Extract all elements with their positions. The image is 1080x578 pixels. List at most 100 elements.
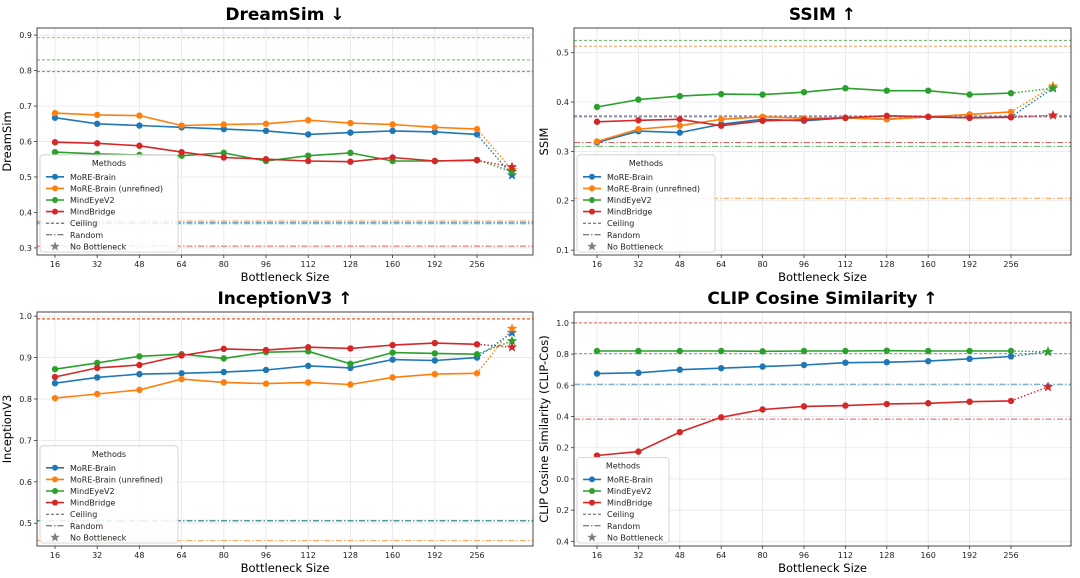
data-point (431, 128, 438, 136)
x-tick-label: 160 (385, 551, 400, 560)
legend-entry: MoRE-Brain (unrefined) (70, 184, 163, 193)
x-tick-label: 112 (301, 260, 316, 269)
plot-frame (573, 27, 1072, 256)
y-tick-label: 0.6 (19, 138, 32, 147)
x-tick-label: 64 (716, 551, 726, 560)
legend-entry: MindEyeV2 (70, 487, 115, 496)
data-point (389, 127, 396, 135)
data-point (389, 341, 396, 349)
data-point (305, 362, 312, 370)
no-bottleneck-connector (1010, 351, 1049, 358)
x-tick-label: 256 (469, 260, 484, 269)
legend-title: Methods (92, 159, 126, 168)
legend-entry: MindEyeV2 (70, 196, 115, 205)
y-tick-label: 0.7 (19, 436, 32, 445)
y-tick-label: 0.0 (556, 475, 569, 484)
x-tick-label: 64 (177, 260, 187, 269)
data-point (136, 122, 143, 129)
data-point (136, 142, 143, 149)
data-point (347, 381, 354, 388)
legend-swatch-marker (52, 499, 58, 506)
legend-entry-ceiling: Ceiling (70, 510, 97, 519)
legend-box (39, 154, 179, 253)
y-axis-label: InceptionV3 (0, 395, 14, 464)
data-point (178, 375, 185, 383)
y-axis-label: CLIP Cosine Similarity (CLIP-Cos) (537, 335, 551, 522)
legend-swatch-marker (589, 197, 595, 203)
data-point (262, 346, 270, 354)
legend: Methods MoRE-Brain MoRE-Brain (unrefined) M… (576, 154, 716, 253)
legend-entry: MoRE-Brain (70, 464, 116, 473)
data-point (759, 348, 766, 355)
data-point (220, 368, 227, 376)
data-point (966, 398, 973, 405)
no-bottleneck-star (506, 341, 518, 352)
data-point (473, 341, 481, 348)
data-point (593, 138, 601, 145)
data-point (883, 87, 890, 94)
x-tick-label: 192 (427, 551, 442, 560)
no-bottleneck-star (1047, 109, 1059, 120)
data-point (262, 380, 270, 387)
data-point (220, 121, 227, 128)
no-bottleneck-connector (476, 328, 513, 374)
data-point (262, 127, 270, 135)
data-point (842, 359, 849, 366)
x-axis-label: Bottleneck Size (241, 270, 330, 284)
data-point (136, 386, 143, 394)
data-point (347, 345, 354, 352)
data-point (966, 91, 973, 98)
data-point (676, 428, 683, 436)
x-tick-label: 32 (92, 551, 102, 560)
no-bottleneck-star (1047, 82, 1059, 93)
legend-entry-random: Random (70, 522, 103, 531)
legend-swatch-marker (52, 476, 58, 483)
data-point (800, 116, 808, 123)
y-tick-label: 0.7 (19, 102, 32, 111)
y-tick-label: 0.8 (556, 350, 569, 359)
data-point (676, 116, 683, 123)
data-point (718, 90, 725, 98)
chart-panel-1: SSIM ↑ 0.1 0.2 0.3 0.4 0.5 16 32 48 64 80 96 112 128 1… (537, 5, 1072, 284)
x-tick-label: 16 (50, 551, 60, 560)
y-tick-label: 0.2 (556, 506, 569, 515)
no-bottleneck-connector (1010, 386, 1049, 402)
y-tick-label: 0.5 (19, 519, 32, 528)
data-point (718, 414, 725, 421)
x-tick-label: 48 (134, 260, 144, 269)
legend-entry-no-bottleneck: No Bottleneck (70, 533, 127, 542)
data-point (94, 120, 101, 127)
y-tick-label: 0.6 (19, 478, 32, 487)
no-bottleneck-star (506, 323, 518, 334)
no-bottleneck-star (506, 161, 518, 172)
data-point (305, 152, 312, 159)
no-bottleneck-star (506, 169, 518, 180)
data-point (305, 131, 312, 138)
data-point (94, 359, 101, 367)
y-tick-label: 0.4 (19, 208, 32, 217)
y-axis-label: SSIM (537, 128, 551, 156)
legend-entry-ceiling: Ceiling (70, 219, 97, 228)
x-tick-label: 112 (838, 260, 853, 269)
y-tick-label: 0.4 (556, 537, 569, 546)
y-tick-label: 0.6 (556, 381, 569, 390)
data-point (800, 347, 808, 355)
data-point (759, 406, 766, 413)
legend-swatch-star (587, 532, 597, 542)
legend-entry-ceiling: Ceiling (607, 219, 634, 228)
legend-swatch-star (50, 532, 60, 542)
no-bottleneck-connector (476, 340, 513, 355)
legend: Methods MoRE-Brain MindEyeV2 MindBridge Ceil… (576, 456, 670, 544)
legend-swatch-marker (589, 173, 595, 180)
y-tick-label: 0.2 (556, 444, 569, 453)
data-point (925, 400, 932, 407)
x-tick-label: 80 (219, 551, 229, 560)
x-axis-label: Bottleneck Size (778, 561, 867, 575)
data-point (431, 370, 438, 378)
x-tick-label: 96 (261, 260, 271, 269)
data-point (347, 119, 354, 127)
data-point (431, 350, 438, 357)
legend-swatch-marker (589, 208, 595, 215)
x-tick-label: 128 (343, 551, 358, 560)
data-point (51, 109, 59, 117)
